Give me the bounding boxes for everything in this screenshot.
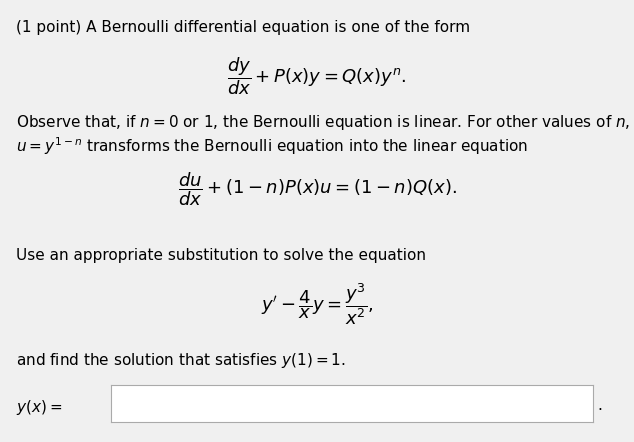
Text: (1 point) A Bernoulli differential equation is one of the form: (1 point) A Bernoulli differential equat… — [16, 20, 470, 35]
Text: .: . — [597, 398, 602, 413]
Text: $u = y^{1-n}$ transforms the Bernoulli equation into the linear equation: $u = y^{1-n}$ transforms the Bernoulli e… — [16, 135, 528, 156]
Text: Observe that, if $n = 0$ or $1$, the Bernoulli equation is linear. For other val: Observe that, if $n = 0$ or $1$, the Ber… — [16, 113, 634, 132]
Text: $y(x) =$: $y(x) =$ — [16, 398, 62, 417]
Text: Use an appropriate substitution to solve the equation: Use an appropriate substitution to solve… — [16, 248, 426, 263]
Text: $y' - \dfrac{4}{x}y = \dfrac{y^3}{x^2},$: $y' - \dfrac{4}{x}y = \dfrac{y^3}{x^2},$ — [261, 281, 373, 327]
Text: and find the solution that satisfies $y(1) = 1$.: and find the solution that satisfies $y(… — [16, 351, 346, 370]
Text: $\dfrac{dy}{dx} + P(x)y = Q(x)y^n.$: $\dfrac{dy}{dx} + P(x)y = Q(x)y^n.$ — [228, 55, 406, 97]
Text: $\dfrac{du}{dx} + (1-n)P(x)u = (1-n)Q(x).$: $\dfrac{du}{dx} + (1-n)P(x)u = (1-n)Q(x)… — [178, 170, 456, 208]
